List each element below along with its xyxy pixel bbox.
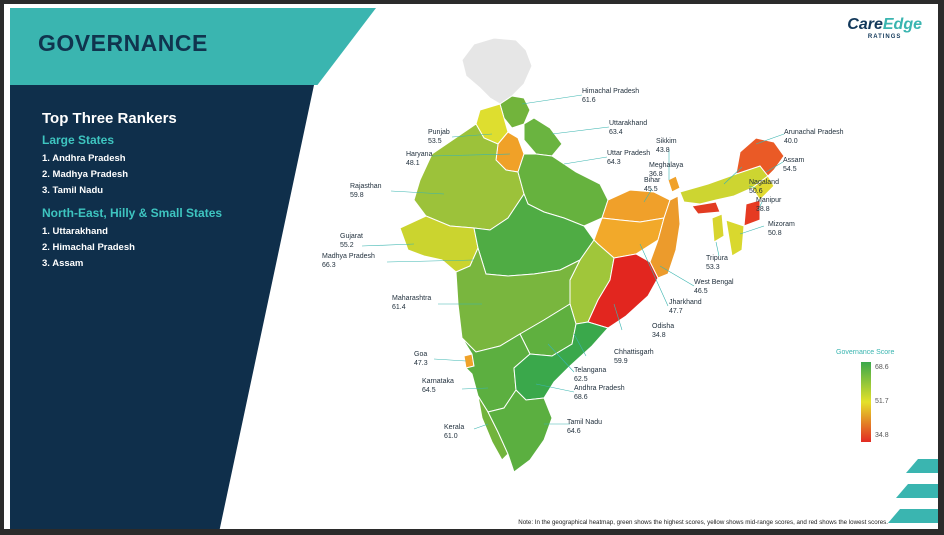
score-chhattisgarh: 59.9 bbox=[614, 358, 628, 365]
score-tripura: 53.3 bbox=[706, 264, 720, 271]
label-karnataka: Karnataka bbox=[422, 378, 454, 385]
score-jharkhand: 47.7 bbox=[669, 308, 683, 315]
score-mizoram: 50.8 bbox=[768, 230, 782, 237]
label-himachal-pradesh: Himachal Pradesh bbox=[582, 88, 639, 95]
logo-text-edge: Edge bbox=[882, 16, 922, 33]
region-nagaland bbox=[751, 175, 775, 201]
label-kerala: Kerala bbox=[444, 424, 464, 431]
score-manipur: 38.8 bbox=[756, 206, 770, 213]
ne-state-rank-1: 1. Uttarakhand bbox=[42, 226, 108, 237]
label-telangana: Telangana bbox=[574, 367, 606, 374]
region-uttarakhand bbox=[523, 117, 563, 157]
score-andhra-pradesh: 68.6 bbox=[574, 394, 588, 401]
label-andhra-pradesh: Andhra Pradesh bbox=[574, 385, 625, 392]
label-haryana: Haryana bbox=[406, 151, 433, 158]
legend-color-scale bbox=[861, 362, 871, 442]
score-uttar-pradesh: 64.3 bbox=[607, 159, 621, 166]
ne-state-rank-2: 2. Himachal Pradesh bbox=[42, 242, 135, 253]
ne-states-heading: North-East, Hilly & Small States bbox=[42, 206, 223, 220]
label-chhattisgarh: Chhattisgarh bbox=[614, 349, 654, 356]
label-meghalaya: Meghalaya bbox=[649, 162, 683, 169]
title-band bbox=[10, 8, 376, 85]
label-assam: Assam bbox=[783, 157, 805, 164]
decor-stripe-2 bbox=[896, 484, 938, 498]
label-rajasthan: Rajasthan bbox=[350, 183, 382, 190]
india-heatmap: Himachal Pradesh 61.6 Punjab 53.5 Uttarakhan… bbox=[322, 37, 844, 473]
score-sikkim: 43.8 bbox=[656, 147, 670, 154]
decor-stripe-3 bbox=[888, 509, 938, 523]
careedge-logo: CareEdge RATINGS bbox=[847, 16, 922, 40]
score-punjab: 53.5 bbox=[428, 138, 442, 145]
score-west-bengal: 46.5 bbox=[694, 288, 708, 295]
region-meghalaya bbox=[691, 201, 721, 215]
large-state-rank-1: 1. Andhra Pradesh bbox=[42, 153, 126, 164]
state-labels: Himachal Pradesh 61.6 Punjab 53.5 Uttarakhan… bbox=[322, 88, 844, 440]
label-nagaland: Nagaland bbox=[749, 179, 779, 186]
region-manipur bbox=[743, 199, 761, 227]
label-bihar: Bihar bbox=[644, 177, 661, 184]
label-goa: Goa bbox=[414, 351, 427, 358]
score-meghalaya: 36.8 bbox=[649, 171, 663, 178]
label-tamil-nadu: Tamil Nadu bbox=[567, 419, 602, 426]
label-punjab: Punjab bbox=[428, 129, 450, 136]
label-maharashtra: Maharashtra bbox=[392, 295, 431, 302]
page-title: GOVERNANCE bbox=[38, 30, 208, 56]
top-rankers-panel: Top Three Rankers Large States 1. Andhra… bbox=[42, 110, 282, 274]
region-tamil-nadu bbox=[487, 389, 553, 473]
score-himachal-pradesh: 61.6 bbox=[582, 97, 596, 104]
label-jharkhand: Jharkhand bbox=[669, 299, 702, 306]
score-tamil-nadu: 64.6 bbox=[567, 428, 581, 435]
region-arunachal-pradesh bbox=[735, 137, 785, 177]
footnote: Note: In the geographical heatmap, green… bbox=[518, 519, 888, 526]
label-odisha: Odisha bbox=[652, 323, 674, 330]
label-manipur: Manipur bbox=[756, 197, 782, 204]
logo-subtext: RATINGS bbox=[867, 34, 902, 40]
score-odisha: 34.8 bbox=[652, 332, 666, 339]
region-jammu-kashmir bbox=[461, 37, 533, 105]
score-gujarat: 55.2 bbox=[340, 242, 354, 249]
leader-lines bbox=[361, 94, 785, 430]
label-madhya-pradesh: Madhya Pradesh bbox=[322, 253, 375, 260]
legend-min: 34.8 bbox=[875, 432, 889, 439]
legend-title: Governance Score bbox=[836, 349, 895, 356]
label-west-bengal: West Bengal bbox=[694, 279, 734, 286]
region-odisha bbox=[587, 253, 659, 329]
score-uttarakhand: 63.4 bbox=[609, 129, 623, 136]
score-rajasthan: 59.8 bbox=[350, 192, 364, 199]
large-state-rank-3: 3. Tamil Nadu bbox=[42, 185, 104, 196]
ne-state-rank-3: 3. Assam bbox=[42, 258, 84, 269]
score-kerala: 61.0 bbox=[444, 433, 458, 440]
label-mizoram: Mizoram bbox=[768, 221, 795, 228]
score-haryana: 48.1 bbox=[406, 160, 420, 167]
score-karnataka: 64.5 bbox=[422, 387, 436, 394]
top-rankers-heading: Top Three Rankers bbox=[42, 110, 177, 127]
label-uttarakhand: Uttarakhand bbox=[609, 120, 647, 127]
label-sikkim: Sikkim bbox=[656, 138, 677, 145]
label-tripura: Tripura bbox=[706, 255, 728, 262]
region-west-bengal bbox=[649, 195, 681, 279]
score-madhya-pradesh: 66.3 bbox=[322, 262, 336, 269]
region-mizoram bbox=[725, 219, 745, 257]
score-telangana: 62.5 bbox=[574, 376, 588, 383]
logo-text-care: Care bbox=[847, 16, 883, 33]
slide: GOVERNANCE Top Three Rankers Large State… bbox=[4, 4, 938, 529]
region-bihar bbox=[601, 189, 671, 223]
legend-mid: 51.7 bbox=[875, 398, 889, 405]
score-maharashtra: 61.4 bbox=[392, 304, 406, 311]
score-bihar: 45.5 bbox=[644, 186, 658, 193]
large-states-heading: Large States bbox=[42, 133, 115, 147]
large-state-rank-2: 2. Madhya Pradesh bbox=[42, 169, 129, 180]
region-tripura bbox=[711, 213, 725, 243]
score-goa: 47.3 bbox=[414, 360, 428, 367]
score-arunachal-pradesh: 40.0 bbox=[784, 138, 798, 145]
label-arunachal-pradesh: Arunachal Pradesh bbox=[784, 129, 844, 136]
label-gujarat: Gujarat bbox=[340, 233, 363, 240]
label-uttar-pradesh: Uttar Pradesh bbox=[607, 150, 650, 157]
score-nagaland: 50.6 bbox=[749, 188, 763, 195]
region-sikkim bbox=[667, 175, 681, 193]
legend-max: 68.6 bbox=[875, 364, 889, 371]
score-assam: 54.5 bbox=[783, 166, 797, 173]
